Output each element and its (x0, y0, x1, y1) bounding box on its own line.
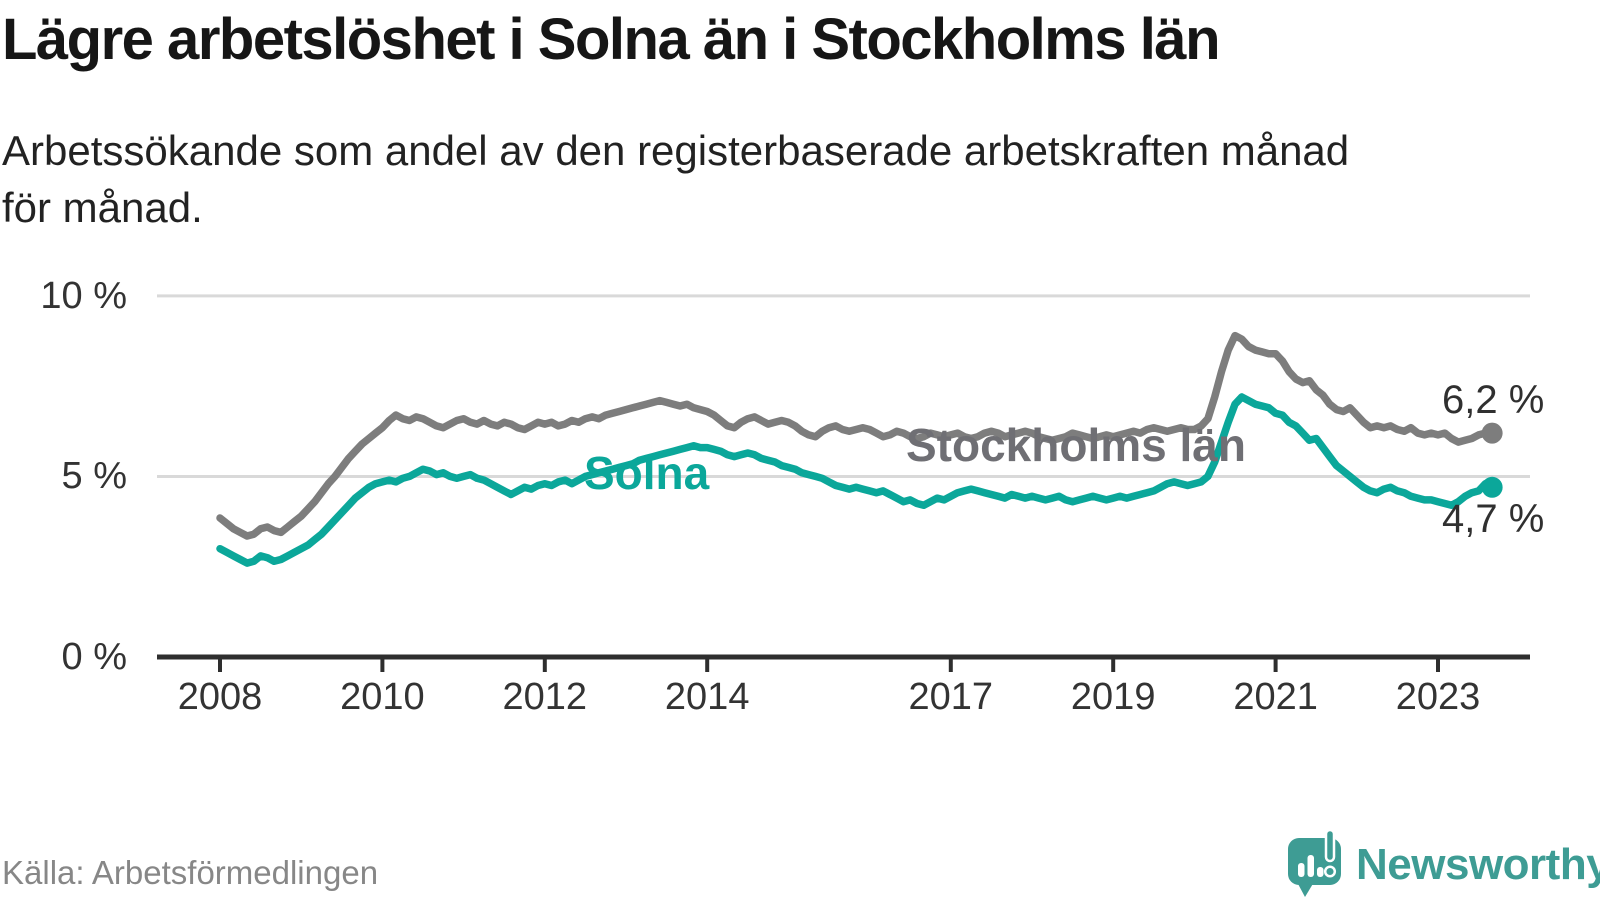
y-tick-label-10: 10 % (40, 274, 127, 317)
line-stockholms-l-n (216, 331, 1496, 540)
x-tick-label-2010: 2010 (340, 676, 425, 718)
y-tick-label-5: 5 % (61, 455, 127, 498)
x-tick-label-2017: 2017 (908, 676, 994, 718)
x-tick-label-2014: 2014 (664, 676, 750, 718)
x-tick-label-2021: 2021 (1233, 676, 1318, 718)
chart-subtitle-line1: Arbetssökande som andel av den registerb… (2, 127, 1350, 174)
line-solna (216, 393, 1496, 567)
x-tick-label-2008: 2008 (177, 676, 263, 718)
end-value-label-solna: 4,7 % (1442, 497, 1545, 541)
newsworthy-logo-icon (1288, 828, 1341, 897)
source-credit: Källa: Arbetsförmedlingen (2, 854, 379, 891)
chart-subtitle-line2: för månad. (2, 184, 203, 232)
end-value-label-stockholms-lan: 6,2 % (1442, 378, 1545, 422)
x-tick-label-2012: 2012 (502, 676, 588, 718)
y-tick-label-0: 0 % (61, 636, 127, 678)
end-dot-solna (1481, 476, 1503, 498)
series-label-stockholms-lan: Stockholms län (906, 419, 1246, 471)
chart-subtitle: Arbetssökande som andel av den registerb… (2, 122, 1349, 236)
series-label-solna: Solna (584, 447, 710, 499)
end-dot-stockholms-l-n (1481, 422, 1503, 444)
x-tick-label-2023: 2023 (1395, 676, 1481, 718)
page-title: Lägre arbetslöshet i Solna än i Stockhol… (2, 7, 1221, 72)
newsworthy-wordmark: Newsworthy (1356, 840, 1600, 889)
x-tick-label-2019: 2019 (1070, 676, 1156, 718)
